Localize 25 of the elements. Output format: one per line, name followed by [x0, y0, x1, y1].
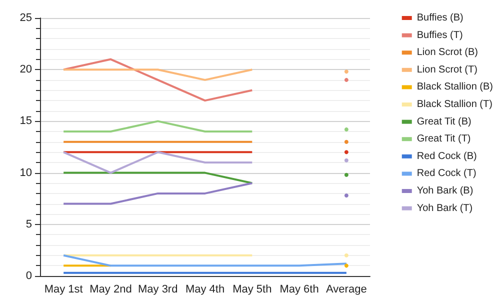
legend-label: Red Cock (B) [416, 150, 477, 162]
legend-label: Red Cock (T) [416, 168, 476, 180]
legend-label: Great Tit (T) [416, 134, 471, 145]
legend-label: Buffies (B) [416, 12, 464, 24]
x-tick-label: May 1st [44, 284, 83, 296]
legend-label: Great Tit (B) [416, 116, 472, 128]
legend-label: Black Stallion (B) [416, 82, 494, 93]
legend-label: Lion Scrot (B) [416, 47, 478, 58]
y-tick-label: 10 [20, 166, 32, 179]
x-tick-label: Average [326, 284, 367, 296]
y-tick-label: 15 [20, 115, 32, 128]
legend-label: Yoh Bark (B) [416, 186, 474, 196]
y-tick-label: 0 [26, 270, 32, 282]
x-tick-label: May 5th [232, 284, 272, 296]
x-tick-label: May 4th [185, 284, 225, 296]
y-tick-label: 25 [20, 12, 32, 24]
legend-label: Yoh Bark (T) [416, 202, 473, 214]
x-tick-label: May 2nd [90, 284, 132, 296]
y-tick-label: 5 [26, 218, 32, 230]
x-tick-label: May 6th [280, 284, 319, 296]
legend-label: Black Stallion (T) [416, 99, 492, 110]
legend-label: Lion Scrot (T) [416, 64, 478, 76]
legend-label: Buffies (T) [416, 30, 463, 41]
x-tick-label: May 3rd [138, 284, 178, 296]
y-tick-label: 20 [20, 64, 32, 76]
